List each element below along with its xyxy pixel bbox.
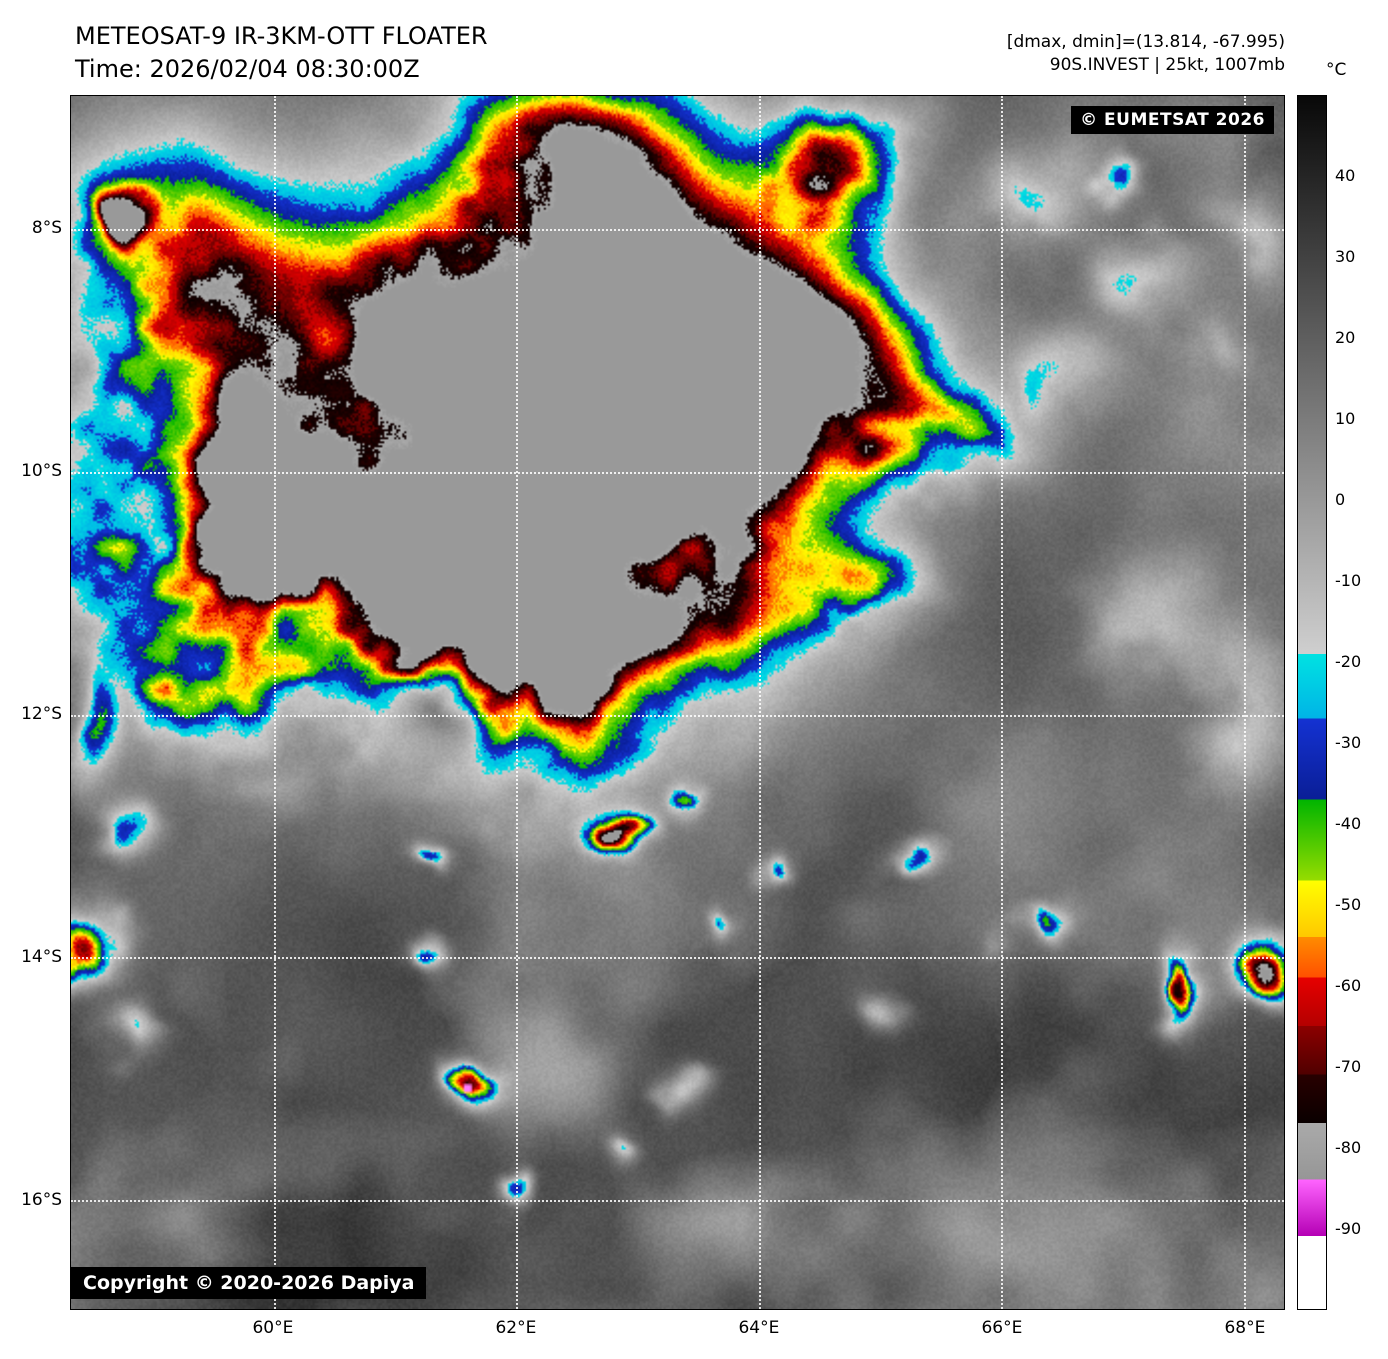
- lon-tick-label: 66°E: [981, 1318, 1023, 1338]
- product-time: Time: 2026/02/04 08:30:00Z: [75, 55, 420, 83]
- lat-tick-label: 12°S: [21, 703, 62, 724]
- dmax-dmin-readout: [dmax, dmin]=(13.814, -67.995): [1006, 32, 1285, 52]
- lon-tick-label: 60°E: [252, 1318, 294, 1338]
- lat-tick-label: 16°S: [21, 1189, 62, 1210]
- lon-tick-label: 68°E: [1224, 1318, 1266, 1338]
- colorbar-tick-label: -10: [1335, 571, 1362, 590]
- colorbar-tick-label: -70: [1335, 1057, 1362, 1076]
- storm-info-readout: 90S.INVEST | 25kt, 1007mb: [1049, 55, 1285, 75]
- lat-tick-label: 10°S: [21, 460, 62, 481]
- temperature-colorbar: [1297, 95, 1327, 1310]
- colorbar-tick-label: -20: [1335, 652, 1362, 671]
- colorbar-tick-label: 20: [1335, 328, 1356, 347]
- colorbar-tick-label: 40: [1335, 166, 1356, 185]
- ir-imagery-canvas: [71, 96, 1284, 1309]
- colorbar-tick-label: -80: [1335, 1138, 1362, 1157]
- colorbar-tick-label: -60: [1335, 976, 1362, 995]
- colorbar-unit-label: °C: [1326, 60, 1347, 80]
- colorbar-tick-label: -40: [1335, 814, 1362, 833]
- colorbar-tick-label: -50: [1335, 895, 1362, 914]
- satellite-map: © EUMETSAT 2026 Copyright © 2020-2026 Da…: [70, 95, 1285, 1310]
- colorbar-tick-label: -90: [1335, 1219, 1362, 1238]
- lat-tick-label: 8°S: [31, 217, 62, 238]
- colorbar-tick-label: 10: [1335, 409, 1356, 428]
- lon-tick-label: 64°E: [738, 1318, 780, 1338]
- colorbar-tick-label: 0: [1335, 490, 1346, 509]
- eumetsat-credit-badge: © EUMETSAT 2026: [1071, 106, 1274, 134]
- header-readouts: [dmax, dmin]=(13.814, -67.995) 90S.INVES…: [1007, 31, 1285, 77]
- colorbar-tick-label: -30: [1335, 733, 1362, 752]
- product-title: METEOSAT-9 IR-3KM-OTT FLOATER: [75, 22, 488, 50]
- lon-tick-label: 62°E: [495, 1318, 537, 1338]
- lat-tick-label: 14°S: [21, 946, 62, 967]
- colorbar-tick-label: 30: [1335, 247, 1356, 266]
- copyright-badge: Copyright © 2020-2026 Dapiya: [71, 1267, 427, 1299]
